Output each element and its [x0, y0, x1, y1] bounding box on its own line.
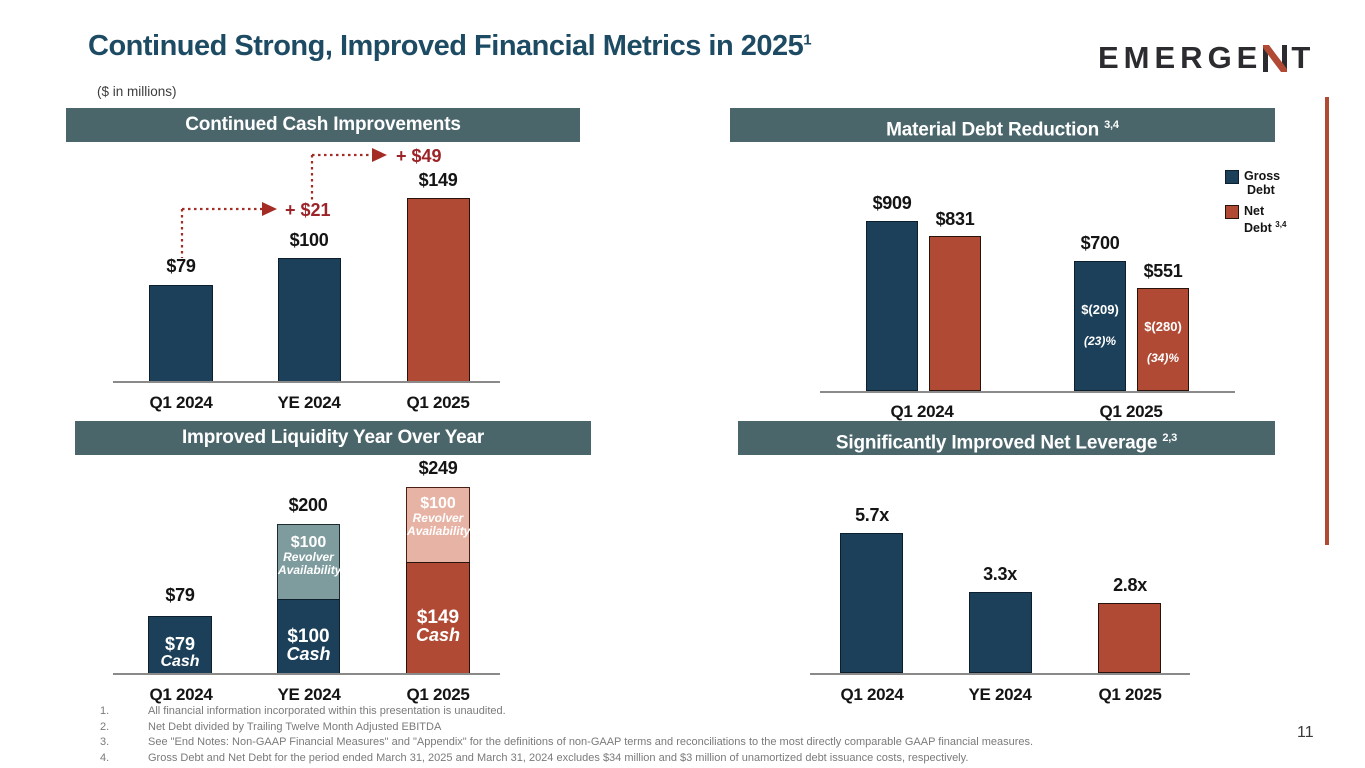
liquidity-q1-2025-cash-value: $149 [416, 607, 460, 628]
cash-bar-q1-2025 [407, 198, 470, 382]
leverage-x-axis [810, 673, 1190, 675]
leverage-value-q1-2024: 5.7x [855, 505, 889, 525]
gross-debt-value-q1-2025: $700 [1080, 233, 1120, 253]
liquidity-x-axis [113, 673, 500, 675]
leverage-panel-header: Significantly Improved Net Leverage 2,3 [738, 421, 1275, 455]
cash-bar-q1-2024 [149, 285, 213, 382]
logo-letter-n-icon [1263, 44, 1288, 72]
liquidity-bar-q1-2025-cash: $149 Cash [406, 562, 470, 674]
debt-x-axis [820, 391, 1235, 393]
liquidity-bar-ye-2024-revolver: $100 Revolver Availability [277, 524, 342, 600]
liquidity-q1-2025-revolver-value: $100 [420, 495, 456, 512]
cash-category-q1-2025: Q1 2025 [406, 393, 470, 412]
footnote-2: 2. Net Debt divided by Trailing Twelve M… [100, 720, 442, 733]
debt-category-q1-2025: Q1 2025 [1099, 402, 1163, 421]
logo-text-prefix: EMERGE [1098, 40, 1263, 75]
gross-debt-bar-q1-2024 [866, 221, 918, 391]
page-title-text: Continued Strong, Improved Financial Met… [88, 30, 804, 62]
liquidity-category-q1-2024: Q1 2024 [149, 685, 213, 704]
footnote-3: 3. See "End Notes: Non-GAAP Financial Me… [100, 736, 1034, 748]
liquidity-bar-q1-2025-revolver: $100 Revolver Availability [406, 487, 470, 563]
liquidity-q1-2024-cash-label: Cash [160, 653, 200, 670]
cash-value-ye-2024: $100 [289, 230, 329, 250]
liquidity-q1-2025-revolver-line1: Revolver [412, 511, 464, 525]
cash-value-q1-2025: $149 [418, 170, 458, 190]
cash-value-q1-2024: $79 [166, 256, 196, 276]
legend-net-debt: Net Debt 3,4 [1225, 204, 1286, 235]
liquidity-total-ye-2024: $200 [288, 495, 328, 515]
cash-delta-arrows-icon [180, 148, 387, 258]
liquidity-q1-2025-revolver-line2: Availability [407, 524, 471, 538]
net-debt-pct-annotation: (34)% [1146, 351, 1179, 365]
cash-category-q1-2024: Q1 2024 [149, 393, 213, 412]
liquidity-ye-2024-revolver-value: $100 [290, 534, 327, 551]
leverage-category-q1-2024: Q1 2024 [840, 685, 904, 704]
cash-category-ye-2024: YE 2024 [277, 393, 341, 412]
debt-panel-header-text: Material Debt Reduction [886, 119, 1100, 141]
gross-debt-value-q1-2024: $909 [872, 193, 912, 213]
liquidity-panel-header: Improved Liquidity Year Over Year [75, 421, 591, 455]
logo-text-suffix: T [1291, 40, 1316, 75]
liquidity-bar-q1-2024-cash: $79 Cash [148, 616, 212, 674]
leverage-bar-q1-2025 [1098, 603, 1161, 673]
liquidity-bar-ye-2024-cash: $100 Cash [277, 599, 340, 674]
cash-x-axis [113, 381, 500, 383]
leverage-value-q1-2025: 2.8x [1113, 575, 1147, 595]
liquidity-category-ye-2024: YE 2024 [277, 685, 341, 704]
liquidity-q1-2024-cash-value: $79 [164, 634, 196, 654]
leverage-bar-q1-2024 [840, 533, 903, 673]
leverage-category-q1-2025: Q1 2025 [1098, 685, 1162, 704]
debt-panel-header: Material Debt Reduction 3,4 [730, 108, 1275, 142]
net-debt-bar-q1-2024 [929, 236, 981, 391]
leverage-panel-header-superscript: 2,3 [1162, 432, 1178, 444]
page-title-superscript: 1 [803, 31, 812, 49]
leverage-value-ye-2024: 3.3x [983, 564, 1017, 584]
liquidity-ye-2024-revolver-line1: Revolver [283, 550, 334, 564]
gross-debt-delta-annotation: $(209) [1081, 302, 1119, 317]
leverage-bar-ye-2024 [969, 592, 1032, 673]
accent-divider [1325, 97, 1329, 545]
page-number: 11 [1297, 724, 1314, 741]
cash-panel-header: Continued Cash Improvements [66, 108, 580, 142]
legend-gross-debt: Gross Debt [1225, 169, 1280, 197]
liquidity-total-q1-2024: $79 [165, 585, 195, 605]
leverage-category-ye-2024: YE 2024 [968, 685, 1032, 704]
footnotes: 1. All financial information incorporate… [100, 704, 1220, 766]
debt-category-q1-2024: Q1 2024 [890, 402, 954, 421]
net-debt-swatch-icon [1225, 205, 1239, 219]
page-title: Continued Strong, Improved Financial Met… [88, 30, 812, 63]
liquidity-q1-2025-cash-label: Cash [415, 625, 460, 645]
net-debt-delta-annotation: $(280) [1144, 319, 1182, 334]
cash-delta-label-49: + $49 [396, 146, 442, 166]
liquidity-category-q1-2025: Q1 2025 [406, 685, 470, 704]
gross-debt-swatch-icon [1225, 170, 1239, 184]
footnote-1: 1. All financial information incorporate… [100, 705, 506, 717]
leverage-panel-header-text: Significantly Improved Net Leverage [835, 432, 1158, 454]
net-debt-legend-label: Net Debt 3,4 [1244, 204, 1287, 236]
gross-debt-pct-annotation: (23)% [1083, 334, 1116, 348]
gross-debt-bar-q1-2025: $(209) (23)% [1074, 261, 1126, 391]
emergent-logo: EMERGE T [1098, 40, 1315, 76]
cash-bar-ye-2024 [278, 258, 341, 382]
net-debt-legend-superscript: 3,4 [1275, 220, 1287, 229]
net-debt-value-q1-2025: $551 [1143, 261, 1183, 281]
liquidity-ye-2024-cash-label: Cash [286, 644, 331, 664]
liquidity-total-q1-2025: $249 [418, 458, 458, 478]
net-debt-bar-q1-2025: $(280) (34)% [1137, 288, 1189, 391]
footnote-4: 4. Gross Debt and Net Debt for the perio… [100, 751, 969, 764]
units-subtitle: ($ in millions) [97, 84, 177, 99]
debt-panel-header-superscript: 3,4 [1104, 119, 1119, 131]
gross-debt-legend-label: Gross Debt [1244, 169, 1281, 197]
net-debt-value-q1-2024: $831 [935, 209, 975, 229]
liquidity-ye-2024-revolver-line2: Availability [278, 563, 342, 577]
cash-delta-label-21: + $21 [285, 200, 331, 220]
liquidity-ye-2024-cash-value: $100 [287, 626, 330, 647]
